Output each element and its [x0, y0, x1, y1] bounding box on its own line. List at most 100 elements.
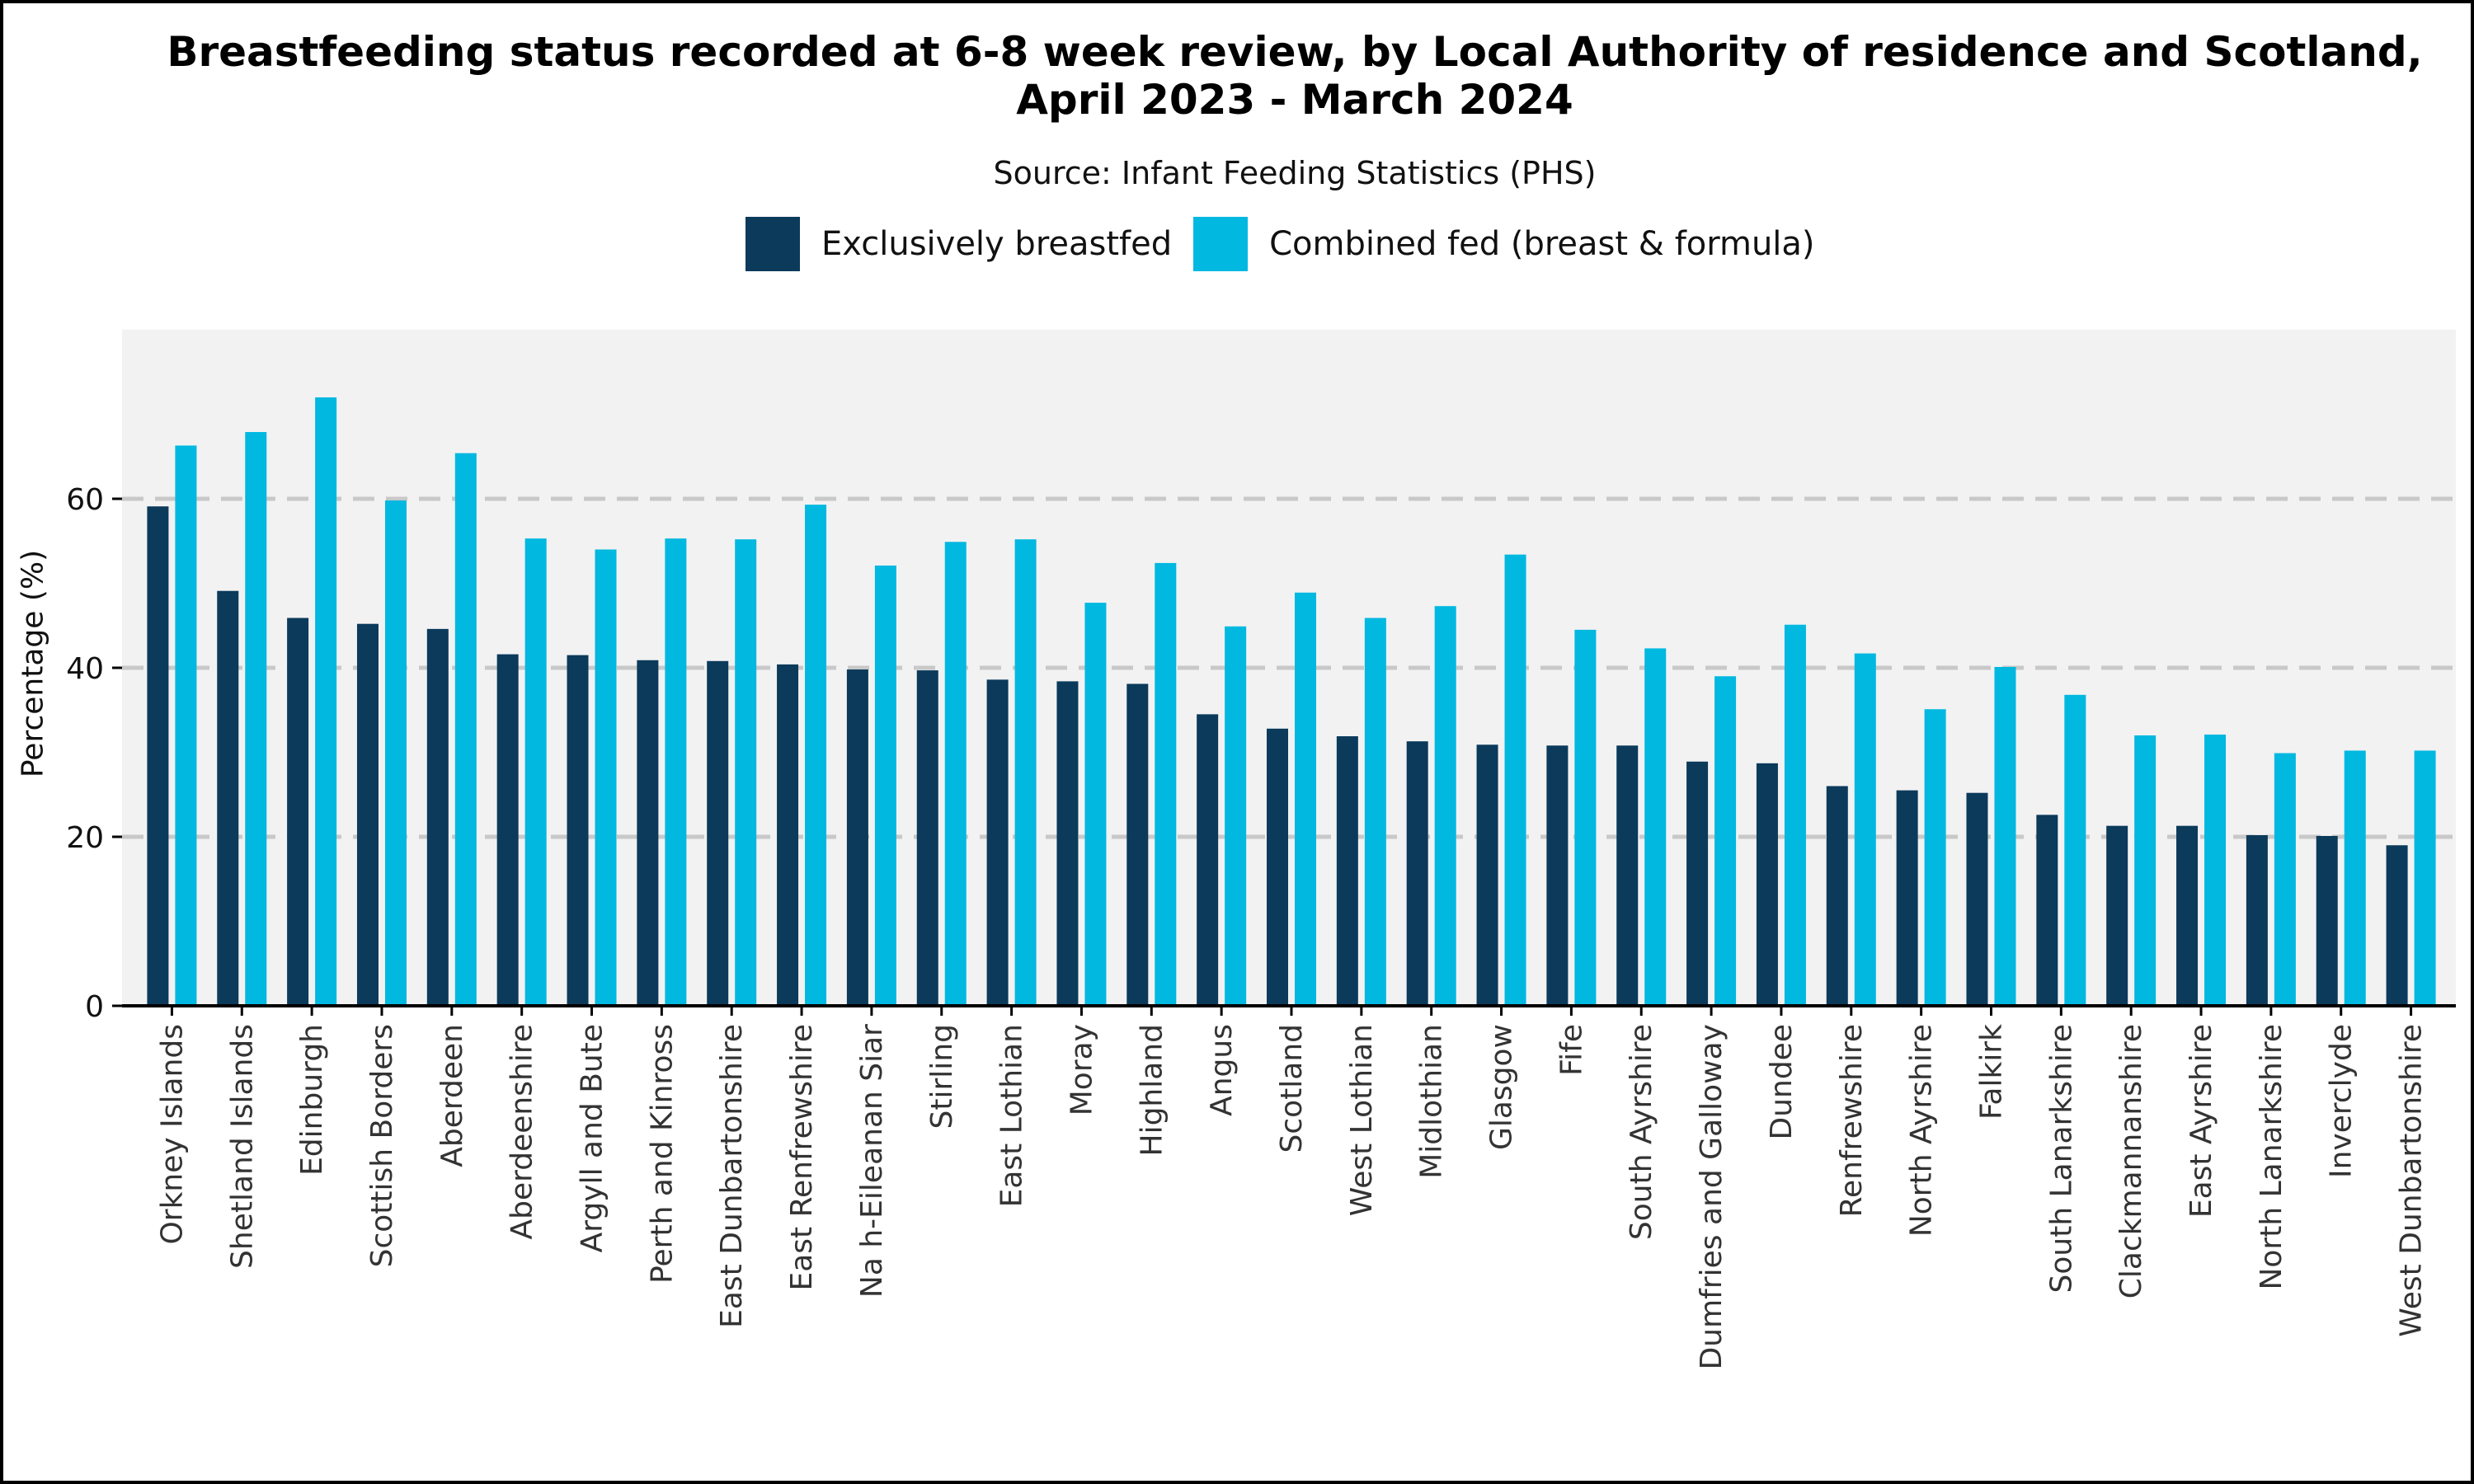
bar-combined-31 [2344, 750, 2366, 1006]
bar-combined-29 [2204, 734, 2227, 1006]
x-tick-label-17: West Lothian [1345, 1024, 1379, 1216]
bar-exclusive-3 [356, 623, 379, 1006]
bar-combined-22 [1714, 676, 1737, 1006]
bar-combined-16 [1295, 592, 1316, 1006]
bar-combined-6 [595, 549, 617, 1006]
x-tick-label-5: Aberdeenshire [506, 1024, 539, 1240]
bar-exclusive-1 [217, 590, 239, 1006]
x-tick-label-2: Edinburgh [295, 1024, 329, 1176]
x-tick-label-28: Clackmannanshire [2114, 1024, 2148, 1298]
x-tick-label-30: North Lanarkshire [2255, 1024, 2288, 1290]
bar-exclusive-6 [567, 655, 589, 1006]
bar-combined-1 [245, 432, 267, 1006]
bar-exclusive-0 [147, 506, 169, 1006]
chart-subtitle: Source: Infant Feeding Statistics (PHS) [993, 155, 1597, 191]
chart-title-line2: April 2023 - March 2024 [1016, 76, 1573, 124]
x-tick-label-14: Highland [1135, 1024, 1169, 1156]
x-tick-label-7: Perth and Kinross [645, 1024, 679, 1284]
bar-exclusive-5 [496, 654, 519, 1006]
bar-combined-17 [1364, 618, 1386, 1006]
x-tick-label-31: Inverclyde [2325, 1024, 2359, 1178]
legend-swatch-combined [1193, 217, 1249, 271]
bar-exclusive-28 [2106, 825, 2128, 1006]
bar-combined-30 [2274, 753, 2296, 1006]
x-tick-label-8: East Dunbartonshire [715, 1024, 749, 1328]
bar-combined-8 [735, 539, 757, 1006]
legend-label-exclusive: Exclusively breastfed [821, 225, 1173, 263]
bar-combined-5 [524, 538, 547, 1006]
bar-exclusive-22 [1686, 761, 1709, 1006]
bar-exclusive-2 [287, 618, 309, 1006]
bar-exclusive-8 [707, 660, 729, 1006]
y-tick-label-40: 40 [66, 652, 104, 686]
chart-title: Breastfeeding status recorded at 6-8 wee… [140, 28, 2449, 124]
y-tick-label-20: 20 [66, 821, 104, 855]
bar-combined-32 [2414, 750, 2436, 1006]
x-tick-label-32: West Dunbartonshire [2395, 1024, 2429, 1337]
bar-combined-24 [1854, 653, 1876, 1006]
chart-title-line1: Breastfeeding status recorded at 6-8 wee… [167, 28, 2423, 76]
bar-exclusive-32 [2386, 845, 2408, 1006]
x-tick-label-6: Argyll and Bute [576, 1024, 609, 1252]
bar-exclusive-19 [1476, 744, 1498, 1006]
bar-combined-14 [1155, 562, 1177, 1006]
bar-combined-21 [1644, 648, 1667, 1006]
bar-combined-28 [2134, 735, 2157, 1006]
bar-exclusive-20 [1546, 745, 1569, 1006]
bar-exclusive-7 [637, 660, 659, 1006]
x-tick-label-20: Fife [1554, 1024, 1588, 1076]
bar-exclusive-24 [1826, 786, 1848, 1006]
bar-combined-18 [1434, 606, 1456, 1006]
x-tick-label-29: East Ayrshire [2185, 1024, 2218, 1218]
bar-combined-0 [175, 445, 197, 1006]
bar-exclusive-12 [986, 679, 1009, 1006]
x-tick-label-24: Renfrewshire [1835, 1024, 1869, 1217]
bar-combined-2 [315, 397, 337, 1006]
x-tick-label-25: North Ayrshire [1905, 1024, 1939, 1237]
x-tick-label-1: Shetland Islands [225, 1024, 259, 1269]
bar-exclusive-23 [1756, 763, 1778, 1006]
y-tick-label-60: 60 [66, 483, 104, 517]
bar-combined-9 [805, 505, 827, 1006]
x-tick-label-23: Dundee [1765, 1024, 1799, 1140]
x-tick-label-11: Stirling [925, 1024, 959, 1129]
bar-combined-20 [1574, 629, 1597, 1006]
x-tick-label-10: Na h-Eileanan Siar [855, 1024, 889, 1298]
bar-combined-4 [454, 453, 477, 1006]
bar-combined-19 [1504, 554, 1526, 1006]
x-tick-label-19: Glasgow [1485, 1024, 1519, 1150]
x-tick-label-16: Scotland [1275, 1024, 1309, 1153]
bar-exclusive-18 [1406, 741, 1428, 1006]
bar-exclusive-14 [1126, 683, 1149, 1006]
x-tick-label-18: Midlothian [1415, 1024, 1449, 1179]
bar-exclusive-4 [426, 628, 449, 1006]
bar-exclusive-31 [2316, 835, 2338, 1006]
bar-combined-27 [2064, 694, 2086, 1006]
bar-combined-23 [1784, 624, 1806, 1006]
x-tick-label-3: Scottish Borders [365, 1024, 399, 1267]
x-tick-label-26: Falkirk [1974, 1024, 2008, 1120]
bar-exclusive-10 [846, 669, 868, 1006]
x-tick-label-22: Dumfries and Galloway [1695, 1024, 1729, 1369]
bar-exclusive-30 [2246, 834, 2268, 1006]
x-tick-label-21: South Ayrshire [1625, 1024, 1658, 1240]
bar-combined-13 [1084, 603, 1107, 1006]
bar-exclusive-29 [2176, 825, 2199, 1006]
x-tick-label-12: East Lothian [995, 1024, 1029, 1207]
bar-exclusive-26 [1966, 792, 1988, 1006]
bar-combined-3 [384, 500, 407, 1006]
bar-exclusive-21 [1616, 745, 1639, 1006]
x-tick-label-9: East Renfrewshire [785, 1024, 819, 1291]
bar-combined-11 [944, 542, 967, 1006]
legend-swatch-exclusive [745, 217, 800, 271]
bar-combined-10 [874, 565, 896, 1006]
x-tick-label-15: Angus [1205, 1024, 1239, 1116]
legend-label-combined: Combined fed (breast & formula) [1269, 225, 1815, 263]
bar-exclusive-27 [2036, 815, 2058, 1006]
bar-combined-12 [1014, 539, 1037, 1006]
x-tick-label-4: Aberdeen [435, 1024, 469, 1167]
bar-combined-26 [1994, 666, 2016, 1006]
bar-combined-15 [1225, 626, 1247, 1006]
legend: Exclusively breastfed Combined fed (brea… [745, 216, 1837, 272]
x-tick-label-0: Orkney Islands [155, 1024, 189, 1245]
